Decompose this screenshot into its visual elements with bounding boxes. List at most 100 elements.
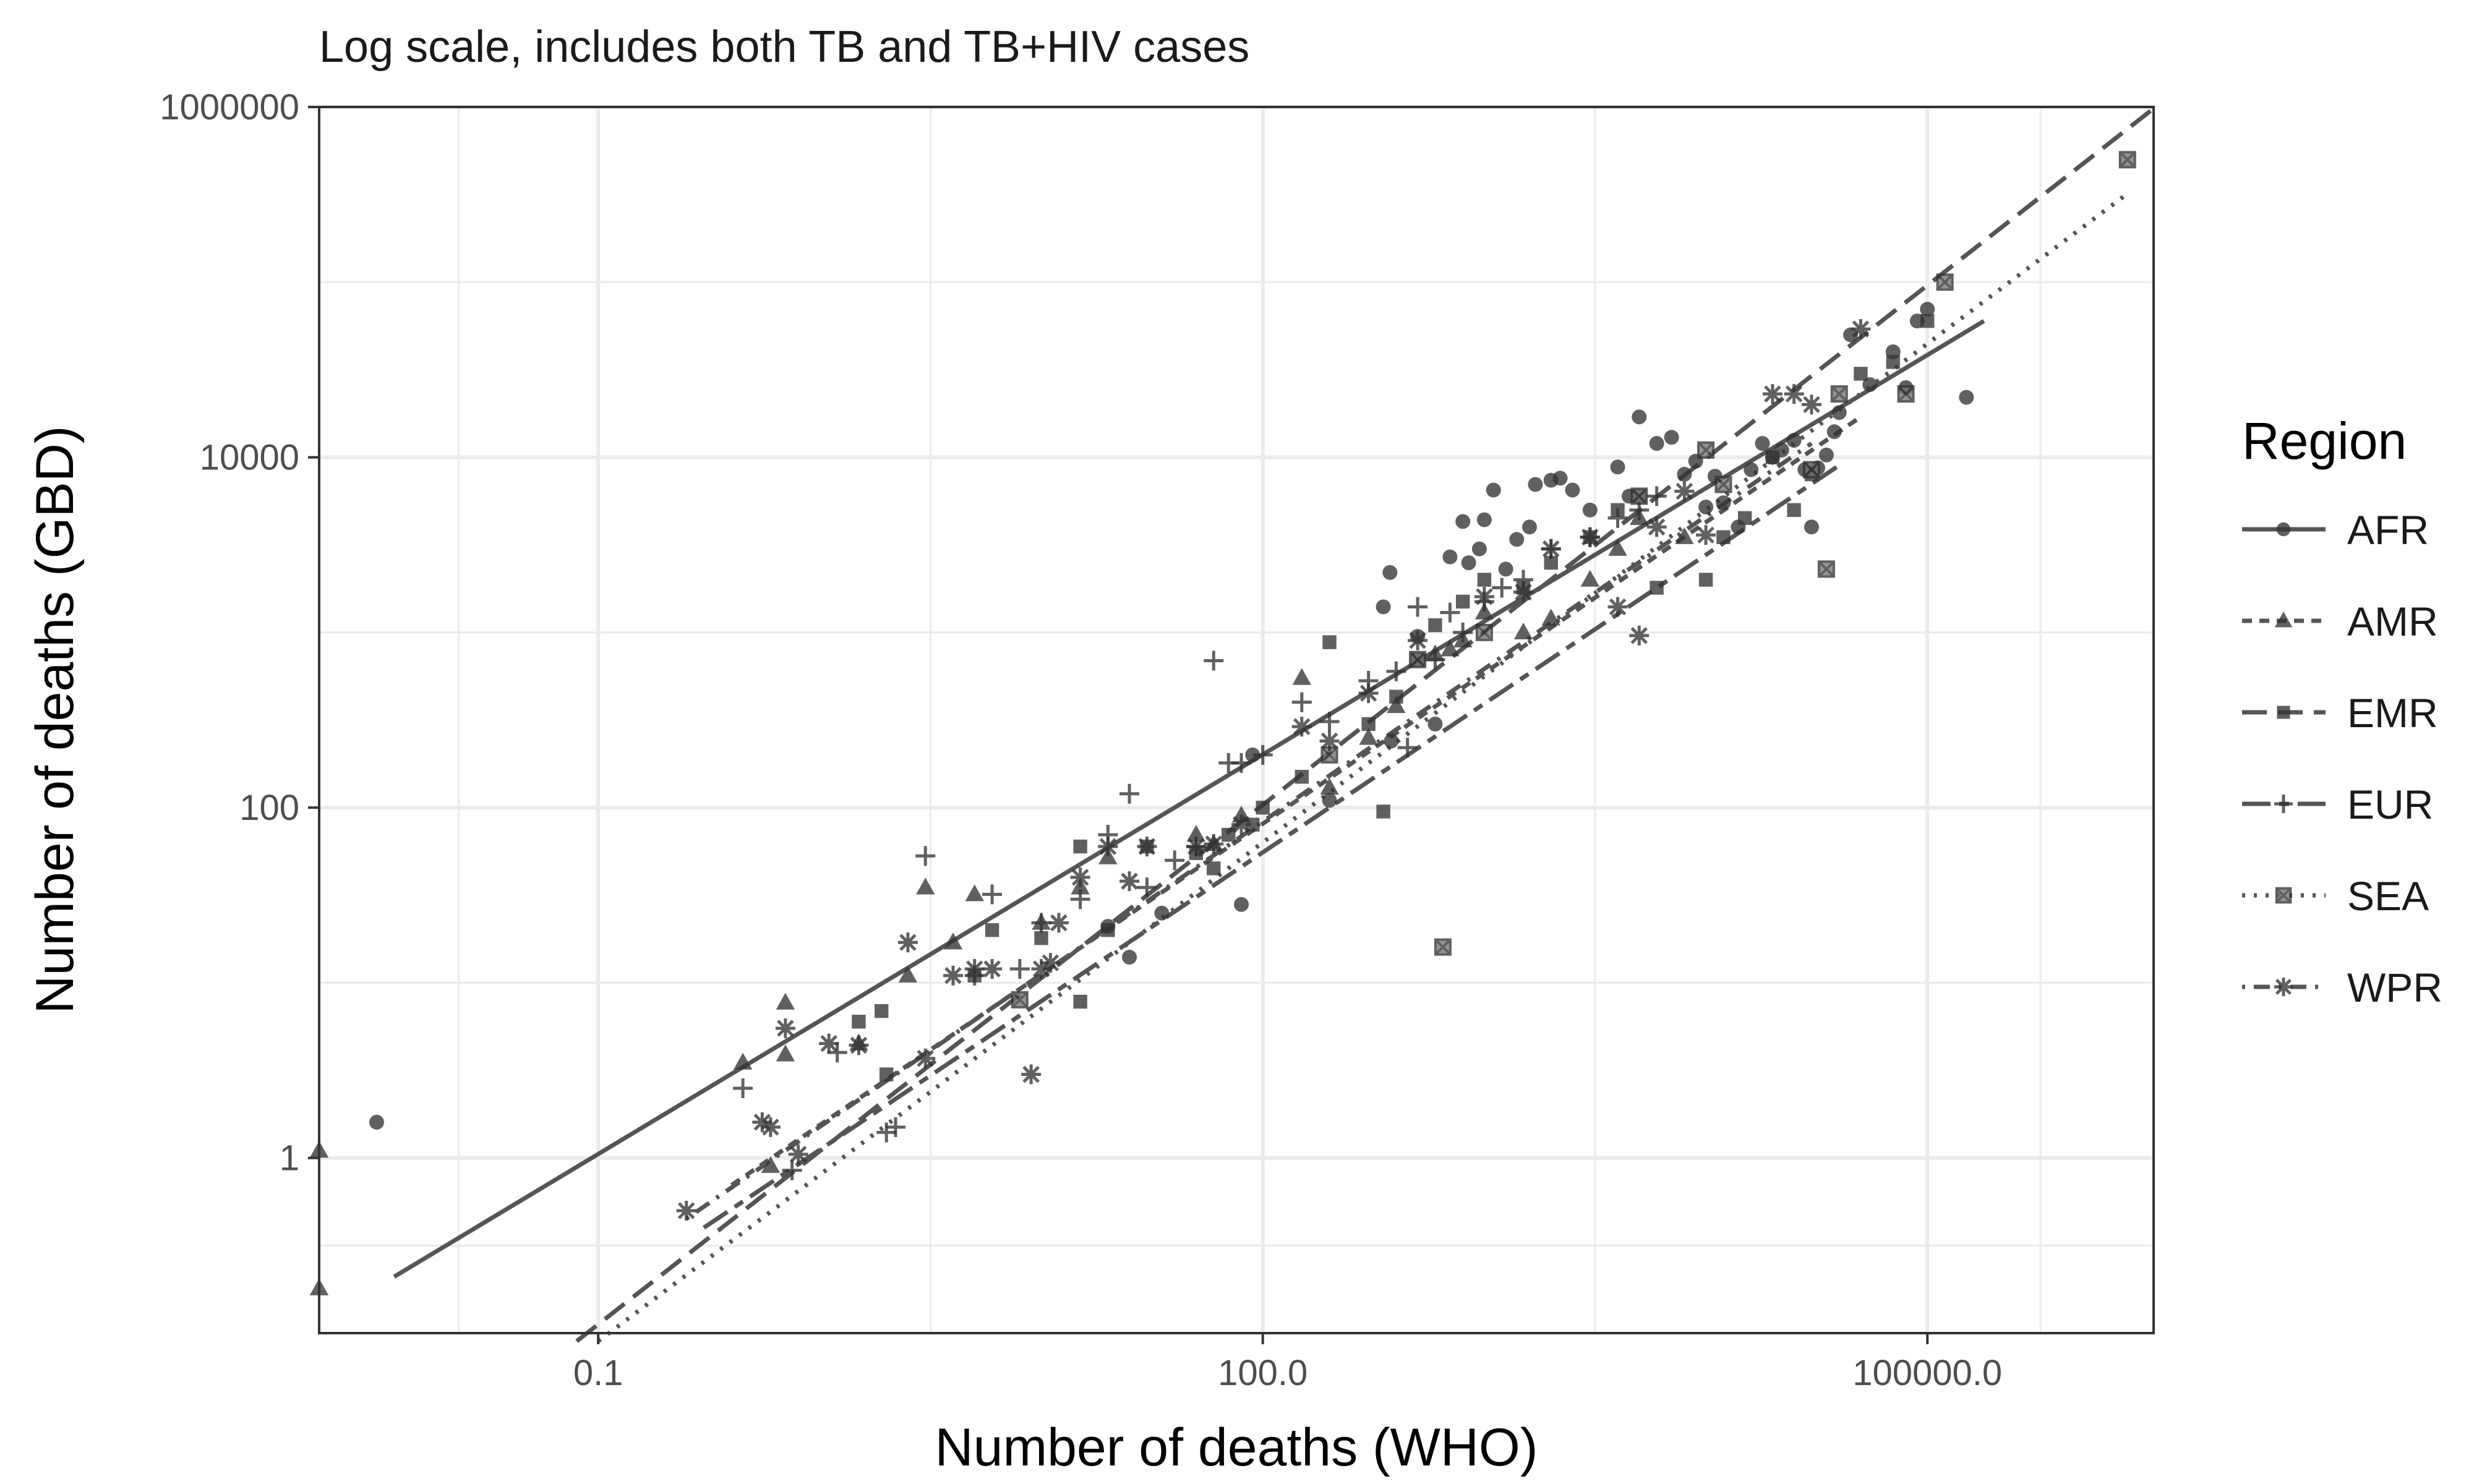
data-point-wpr (964, 959, 985, 979)
data-point-wpr (1513, 582, 1533, 602)
legend-marker-wpr (2274, 978, 2293, 996)
data-point-afr (1455, 514, 1471, 529)
y-tick-label: 1000000 (160, 87, 299, 127)
data-point-eur (782, 1160, 802, 1180)
data-point-emr (1428, 618, 1442, 633)
data-point-sea (1830, 385, 1848, 403)
data-point-eur (1453, 622, 1473, 642)
data-point-afr (1498, 561, 1513, 577)
data-point-wpr (1851, 319, 1871, 339)
data-point-afr (1862, 377, 1878, 393)
legend-item-afr: AFR (2242, 507, 2429, 553)
legend-marker-sea (2275, 887, 2292, 904)
data-point-eur (886, 1117, 905, 1137)
data-point-emr (1787, 503, 1801, 518)
data-point-eur (827, 1043, 847, 1063)
data-point-amr (1541, 608, 1560, 626)
data-point-afr (1384, 733, 1399, 749)
data-point-wpr (775, 1018, 795, 1038)
legend-item-amr: AMR (2242, 599, 2438, 644)
data-point-emr (1477, 573, 1492, 587)
x-tick-label: 100.0 (1218, 1353, 1308, 1393)
data-point-wpr (849, 1035, 869, 1055)
legend-item-emr: EMR (2242, 690, 2438, 736)
data-point-afr (1552, 471, 1568, 486)
x-axis-title: Number of deaths (WHO) (935, 1418, 1538, 1477)
data-point-wpr (1040, 953, 1061, 973)
data-point-wpr (1408, 630, 1428, 650)
data-point-afr (1509, 532, 1525, 547)
data-point-wpr (982, 959, 1003, 979)
legend-label-emr: EMR (2347, 690, 2438, 736)
data-point-amr (1359, 728, 1378, 745)
data-point-afr (1233, 897, 1249, 912)
legend-label-wpr: WPR (2347, 965, 2442, 1010)
data-point-afr (1471, 541, 1487, 556)
data-point-afr (1959, 390, 1974, 405)
data-point-eur (1291, 692, 1312, 712)
data-point-amr (1387, 696, 1406, 714)
data-point-afr (1122, 950, 1137, 965)
data-point-sea (1897, 385, 1915, 403)
data-point-afr (1818, 447, 1834, 463)
data-point-emr (1765, 450, 1780, 464)
data-point-afr (1382, 565, 1398, 580)
data-point-wpr (1607, 597, 1628, 617)
data-point-amr (1580, 569, 1599, 587)
data-point-amr (1608, 539, 1627, 556)
data-point-eur (1425, 649, 1445, 670)
data-point-emr (852, 1015, 866, 1029)
data-point-sea (1011, 991, 1029, 1009)
fit-line-emr (575, 106, 2155, 1343)
data-point-eur (733, 1078, 753, 1098)
data-point-emr (1544, 555, 1558, 570)
data-point-sea (1817, 560, 1835, 578)
legend-label-amr: AMR (2347, 599, 2438, 644)
data-point-wpr (1696, 525, 1716, 545)
x-tick-label: 0.1 (573, 1353, 623, 1393)
data-point-sea (1434, 938, 1452, 956)
data-point-sea (1697, 441, 1715, 459)
data-point-amr (1440, 639, 1460, 657)
data-point-wpr (1319, 731, 1340, 751)
data-point-eur (1119, 783, 1140, 804)
legend-marker-amr (2274, 612, 2293, 628)
legend-label-eur: EUR (2347, 782, 2433, 827)
data-point-eur (1009, 959, 1030, 979)
y-tick-label: 100 (239, 788, 299, 828)
data-point-amr (898, 965, 918, 983)
data-point-wpr (1119, 871, 1140, 892)
y-tick-label: 10000 (200, 438, 299, 478)
fit-line-sea (597, 192, 2129, 1343)
plot-panel (309, 105, 2155, 1343)
data-point-emr (1295, 770, 1309, 784)
data-point-wpr (1186, 836, 1206, 856)
data-point-afr (1582, 502, 1598, 518)
x-tick-label: 100000.0 (1852, 1353, 2002, 1393)
data-point-afr (1786, 433, 1802, 448)
data-point-eur (1492, 578, 1512, 598)
legend-label-afr: AFR (2347, 507, 2429, 553)
data-point-emr (1034, 931, 1048, 945)
data-point-eur (1070, 889, 1090, 910)
data-point-emr (1650, 581, 1664, 595)
data-point-emr (1073, 994, 1087, 1009)
data-point-wpr (1784, 384, 1804, 404)
data-point-afr (1826, 424, 1842, 440)
data-point-afr (1154, 905, 1170, 921)
y-axis: 1 100 10000 1000000 (160, 87, 319, 1179)
data-point-afr (1442, 549, 1458, 565)
data-point-wpr (1231, 814, 1251, 835)
data-point-eur (1607, 508, 1628, 528)
data-point-wpr (788, 1144, 808, 1164)
data-point-sea (2118, 151, 2136, 169)
data-point-emr (1455, 594, 1470, 609)
data-point-wpr (760, 1117, 781, 1137)
data-point-amr (965, 884, 984, 902)
data-point-afr (1744, 462, 1759, 477)
data-point-afr (1664, 430, 1679, 445)
data-point-eur (982, 884, 1003, 905)
data-point-amr (1513, 622, 1533, 640)
data-point-wpr (1291, 717, 1312, 737)
